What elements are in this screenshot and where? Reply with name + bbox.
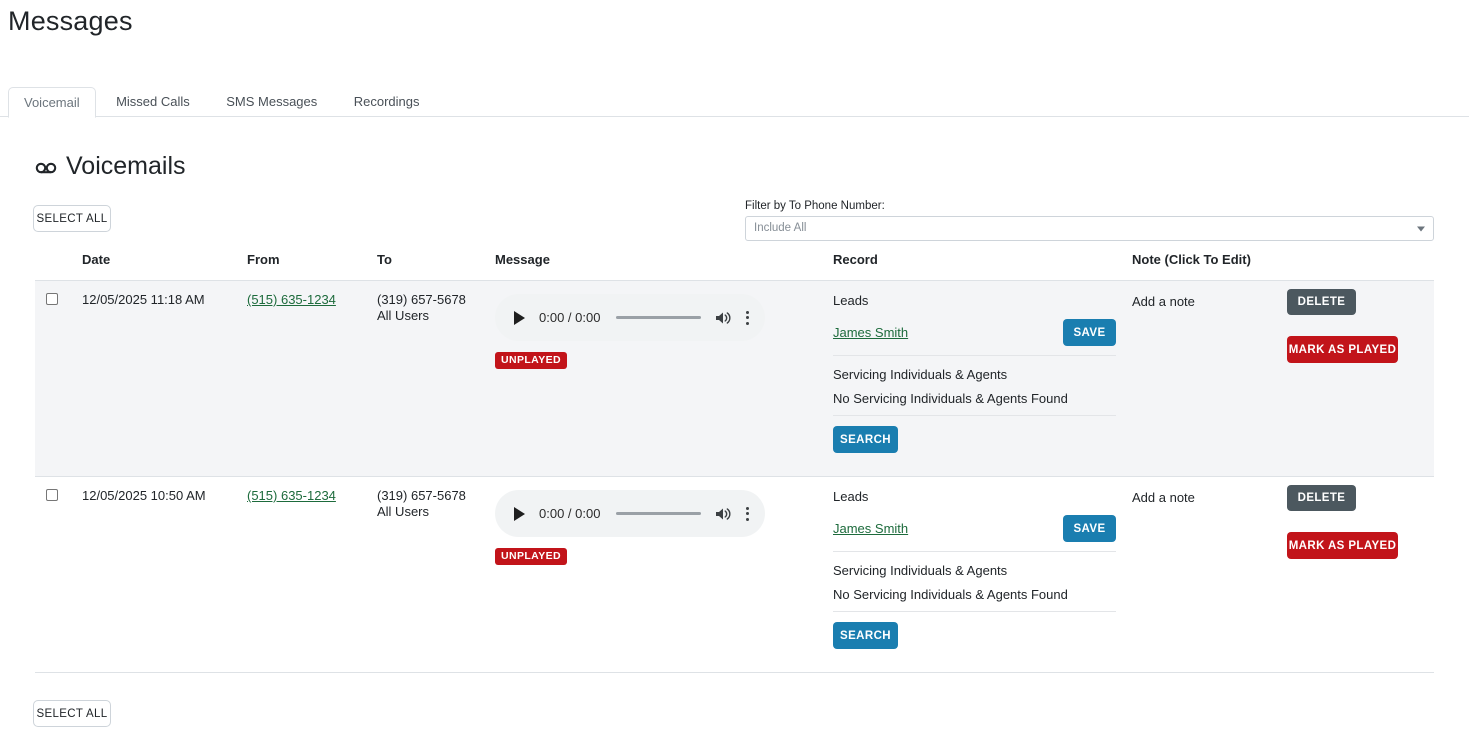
- section-heading-text: Voicemails: [66, 152, 186, 180]
- play-icon[interactable]: [514, 310, 525, 325]
- header-from: From: [247, 252, 280, 267]
- search-button[interactable]: SEARCH: [833, 426, 898, 453]
- volume-icon[interactable]: [714, 310, 732, 326]
- voicemail-icon: [35, 156, 57, 178]
- status-badge: UNPLAYED: [495, 352, 567, 369]
- servicing-label: Servicing Individuals & Agents: [833, 563, 1008, 578]
- table-row: 12/05/2025 11:18 AM (515) 635-1234 (319)…: [35, 281, 1434, 477]
- voicemails-table: Date From To Message Record Note (Click …: [35, 252, 1434, 673]
- row-record-cell: Leads James Smith SAVE Servicing Individ…: [833, 487, 1132, 672]
- volume-icon[interactable]: [714, 506, 732, 522]
- search-button[interactable]: SEARCH: [833, 622, 898, 649]
- header-checkbox-spacer: [35, 252, 82, 280]
- filter-label: Filter by To Phone Number:: [745, 200, 885, 212]
- leads-label: Leads: [833, 293, 869, 308]
- note-placeholder[interactable]: Add a note: [1132, 490, 1195, 505]
- tab-sms-messages[interactable]: SMS Messages: [226, 94, 318, 109]
- lead-row: James Smith SAVE: [833, 319, 1116, 356]
- servicing-label: Servicing Individuals & Agents: [833, 367, 1008, 382]
- save-button[interactable]: SAVE: [1063, 515, 1116, 542]
- delete-button[interactable]: DELETE: [1287, 485, 1356, 511]
- audio-time: 0:00 / 0:00: [539, 506, 601, 521]
- to-phone: (319) 657-5678: [377, 292, 466, 307]
- tab-missed-calls[interactable]: Missed Calls: [116, 94, 190, 109]
- row-date: 12/05/2025 11:18 AM: [82, 292, 205, 307]
- filter-group: Filter by To Phone Number: Include All: [745, 200, 1434, 241]
- section-heading: Voicemails: [35, 152, 186, 181]
- chevron-down-icon: [1417, 226, 1425, 231]
- header-to: To: [377, 252, 392, 267]
- kebab-menu-icon[interactable]: [746, 506, 749, 521]
- table-header-row: Date From To Message Record Note (Click …: [35, 252, 1434, 281]
- delete-button[interactable]: DELETE: [1287, 289, 1356, 315]
- row-record-cell: Leads James Smith SAVE Servicing Individ…: [833, 291, 1132, 476]
- table-row: 12/05/2025 10:50 AM (515) 635-1234 (319)…: [35, 477, 1434, 673]
- play-icon[interactable]: [514, 506, 525, 521]
- row-from-cell: (515) 635-1234: [247, 487, 377, 672]
- note-placeholder[interactable]: Add a note: [1132, 294, 1195, 309]
- row-to-cell: (319) 657-5678 All Users: [377, 487, 495, 672]
- audio-progress-bar[interactable]: [616, 316, 701, 319]
- leads-label: Leads: [833, 489, 869, 504]
- to-phone: (319) 657-5678: [377, 488, 466, 503]
- row-message-cell: 0:00 / 0:00 UNPLAYED: [495, 487, 833, 672]
- audio-time: 0:00 / 0:00: [539, 310, 601, 325]
- servicing-value: No Servicing Individuals & Agents Found: [833, 578, 1116, 612]
- mark-as-played-button[interactable]: MARK AS PLAYED: [1287, 336, 1398, 363]
- tab-bar: Voicemail Missed Calls SMS Messages Reco…: [0, 86, 1469, 118]
- kebab-menu-icon[interactable]: [746, 310, 749, 325]
- tab-voicemail[interactable]: Voicemail: [8, 87, 96, 118]
- from-phone-link[interactable]: (515) 635-1234: [247, 488, 336, 503]
- row-message-cell: 0:00 / 0:00 UNPLAYED: [495, 291, 833, 476]
- row-to-cell: (319) 657-5678 All Users: [377, 291, 495, 476]
- filter-selected-value: Include All: [754, 222, 807, 234]
- row-select-checkbox[interactable]: [46, 293, 58, 305]
- row-date: 12/05/2025 10:50 AM: [82, 488, 206, 503]
- lead-name-link[interactable]: James Smith: [833, 521, 909, 536]
- save-button[interactable]: SAVE: [1063, 319, 1116, 346]
- tab-recordings[interactable]: Recordings: [353, 94, 420, 109]
- page-title: Messages: [8, 6, 133, 36]
- row-select-checkbox[interactable]: [46, 489, 58, 501]
- select-all-bottom-button[interactable]: SELECT ALL: [33, 700, 111, 727]
- row-note-cell: Add a note DELETE MARK AS PLAYED: [1132, 485, 1434, 672]
- header-note: Note (Click To Edit): [1132, 252, 1251, 267]
- select-all-top-button[interactable]: SELECT ALL: [33, 205, 111, 232]
- status-badge: UNPLAYED: [495, 548, 567, 565]
- row-checkbox-cell: [35, 291, 82, 476]
- row-checkbox-cell: [35, 487, 82, 672]
- to-recipient: All Users: [377, 308, 430, 323]
- to-recipient: All Users: [377, 504, 430, 519]
- audio-progress-bar[interactable]: [616, 512, 701, 515]
- audio-player[interactable]: 0:00 / 0:00: [495, 490, 765, 537]
- audio-player[interactable]: 0:00 / 0:00: [495, 294, 765, 341]
- header-message: Message: [495, 252, 550, 267]
- servicing-value: No Servicing Individuals & Agents Found: [833, 382, 1116, 416]
- mark-as-played-button[interactable]: MARK AS PLAYED: [1287, 532, 1398, 559]
- header-record: Record: [833, 252, 878, 267]
- header-date: Date: [82, 252, 111, 267]
- from-phone-link[interactable]: (515) 635-1234: [247, 292, 336, 307]
- lead-row: James Smith SAVE: [833, 515, 1116, 552]
- row-note-cell: Add a note DELETE MARK AS PLAYED: [1132, 289, 1434, 476]
- lead-name-link[interactable]: James Smith: [833, 325, 909, 340]
- row-from-cell: (515) 635-1234: [247, 291, 377, 476]
- filter-to-phone-select[interactable]: Include All: [745, 216, 1434, 241]
